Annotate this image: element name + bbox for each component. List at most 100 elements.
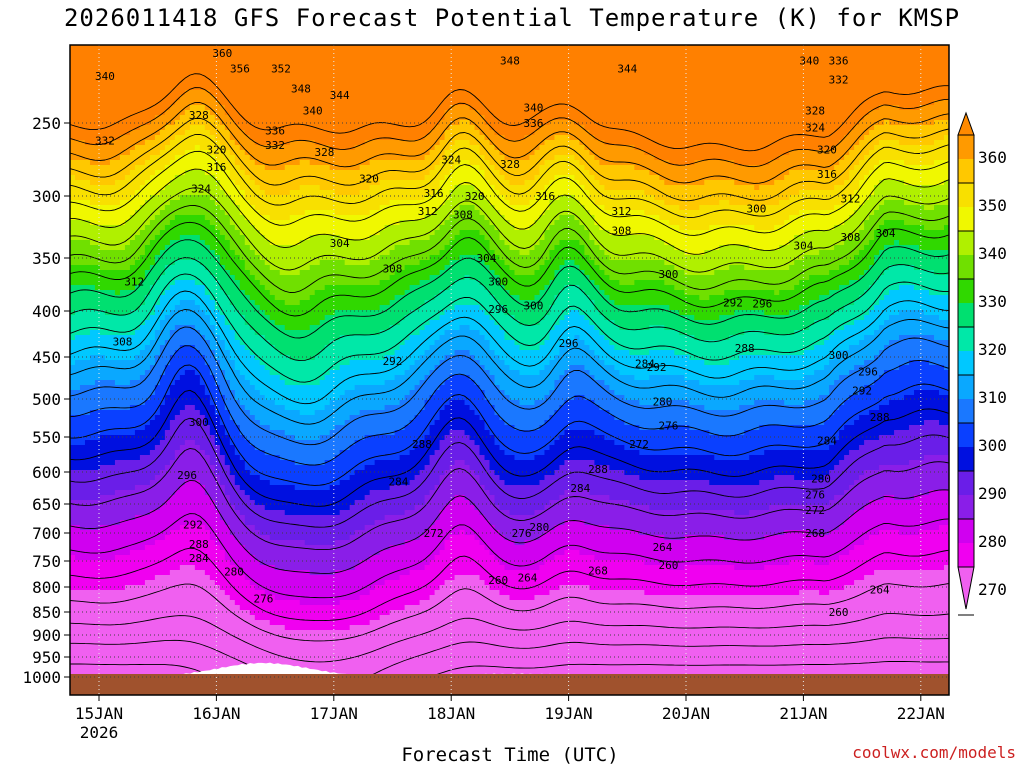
contour-label: 316 — [817, 168, 837, 181]
colorbar-label: 340 — [978, 244, 1007, 263]
colorbar-label: 290 — [978, 484, 1007, 503]
contour-label: 316 — [424, 187, 444, 200]
contour-label: 300 — [746, 202, 766, 215]
contour-label: 292 — [183, 518, 203, 531]
contour-label: 344 — [617, 62, 637, 75]
colorbar-arrow-top — [957, 111, 975, 136]
ground-fill — [70, 674, 949, 695]
colorbar-label: 320 — [978, 340, 1007, 359]
x-tick-label: 15JAN — [75, 704, 123, 723]
y-tick-label: 800 — [32, 578, 61, 597]
contour-label: 284 — [635, 358, 655, 371]
contour-label: 304 — [876, 227, 896, 240]
contour-label: 300 — [658, 268, 678, 281]
contour-label: 356 — [230, 62, 250, 75]
colorbar-label: 310 — [978, 388, 1007, 407]
contour-label: 292 — [647, 361, 667, 374]
contour-label: 308 — [383, 263, 403, 276]
y-tick-label: 400 — [32, 302, 61, 321]
colorbar-band — [958, 399, 974, 424]
contour-label: 340 — [799, 55, 819, 68]
contour-label: 296 — [559, 337, 579, 350]
contour-label: 324 — [805, 121, 825, 134]
contour-label: 296 — [858, 365, 878, 378]
colorbar-band — [958, 495, 974, 520]
x-tick-label: 16JAN — [192, 704, 240, 723]
contour-label: 320 — [465, 190, 485, 203]
contour-label: 336 — [829, 55, 849, 68]
colorbar-label: 330 — [978, 292, 1007, 311]
contour-label: 360 — [212, 47, 232, 60]
contour-label: 276 — [512, 527, 532, 540]
colorbar-band — [958, 375, 974, 400]
contour-label: 296 — [177, 469, 197, 482]
contour-label: 312 — [611, 205, 631, 218]
colorbar-band — [958, 159, 974, 184]
colorbar-band — [958, 327, 974, 352]
colorbar: 360 350 340 330 320 310 300 290 280 270 — [957, 111, 1007, 616]
contour-label: 292 — [723, 297, 743, 310]
contour-label: 264 — [870, 584, 890, 597]
contour-label: 304 — [476, 252, 496, 265]
contour-label: 288 — [412, 438, 432, 451]
colorbar-band — [958, 135, 974, 160]
colorbar-band — [958, 447, 974, 472]
y-tick-label: 950 — [32, 648, 61, 667]
contour-label: 272 — [629, 438, 649, 451]
contour-label: 272 — [805, 504, 825, 517]
contour-label: 292 — [852, 385, 872, 398]
contour-label: 304 — [330, 237, 350, 250]
y-tick-label: 1000 — [22, 668, 61, 687]
contour-label: 280 — [653, 395, 673, 408]
contour-label: 284 — [570, 482, 590, 495]
contour-label: 336 — [523, 117, 543, 130]
contour-label: 332 — [265, 139, 285, 152]
contour-label: 312 — [418, 205, 438, 218]
contour-label: 328 — [500, 158, 520, 171]
contour-label: 276 — [805, 488, 825, 501]
contour-label: 260 — [829, 606, 849, 619]
contour-label: 320 — [817, 143, 837, 156]
contour-label: 324 — [191, 183, 211, 196]
contour-label: 288 — [588, 463, 608, 476]
x-axis: 15JAN 16JAN 17JAN 18JAN 19JAN 20JAN 21JAN 22JAN… — [75, 695, 945, 742]
contour-label: 328 — [314, 146, 334, 159]
contour-label: 280 — [529, 521, 549, 534]
contour-label: 316 — [206, 161, 226, 174]
contour-label: 332 — [829, 73, 849, 86]
contour-label: 284 — [817, 435, 837, 448]
contour-label: 340 — [95, 70, 115, 83]
x-tick-label: 20JAN — [662, 704, 710, 723]
contour-label: 332 — [95, 135, 115, 148]
contour-label: 300 — [488, 275, 508, 288]
x-tick-label: 22JAN — [897, 704, 945, 723]
watermark: coolwx.com/models — [852, 743, 1016, 762]
contour-label: 300 — [189, 416, 209, 429]
contour-label: 284 — [388, 476, 408, 489]
contour-label: 260 — [658, 559, 678, 572]
contour-label: 352 — [271, 62, 291, 75]
contour-label: 316 — [535, 190, 555, 203]
contour-label: 288 — [870, 411, 890, 424]
x-tick-label: 21JAN — [779, 704, 827, 723]
contour-label: 276 — [658, 420, 678, 433]
colorbar-band — [958, 303, 974, 328]
contour-label: 296 — [752, 298, 772, 311]
contour-label: 328 — [805, 105, 825, 118]
colorbar-band — [958, 543, 974, 568]
y-axis: 250 300 350 400 450 500 550 600 650 700 750 800 850 9… — [22, 114, 70, 687]
y-tick-label: 450 — [32, 348, 61, 367]
contour-label: 264 — [518, 572, 538, 585]
y-tick-label: 700 — [32, 524, 61, 543]
contour-label: 324 — [441, 154, 461, 167]
contour-label: 276 — [253, 593, 273, 606]
contour-label: 304 — [793, 240, 813, 253]
colorbar-band — [958, 351, 974, 376]
contour-label: 300 — [523, 300, 543, 313]
colorbar-band — [958, 183, 974, 208]
contour-label: 292 — [383, 355, 403, 368]
colorbar-band — [958, 423, 974, 448]
